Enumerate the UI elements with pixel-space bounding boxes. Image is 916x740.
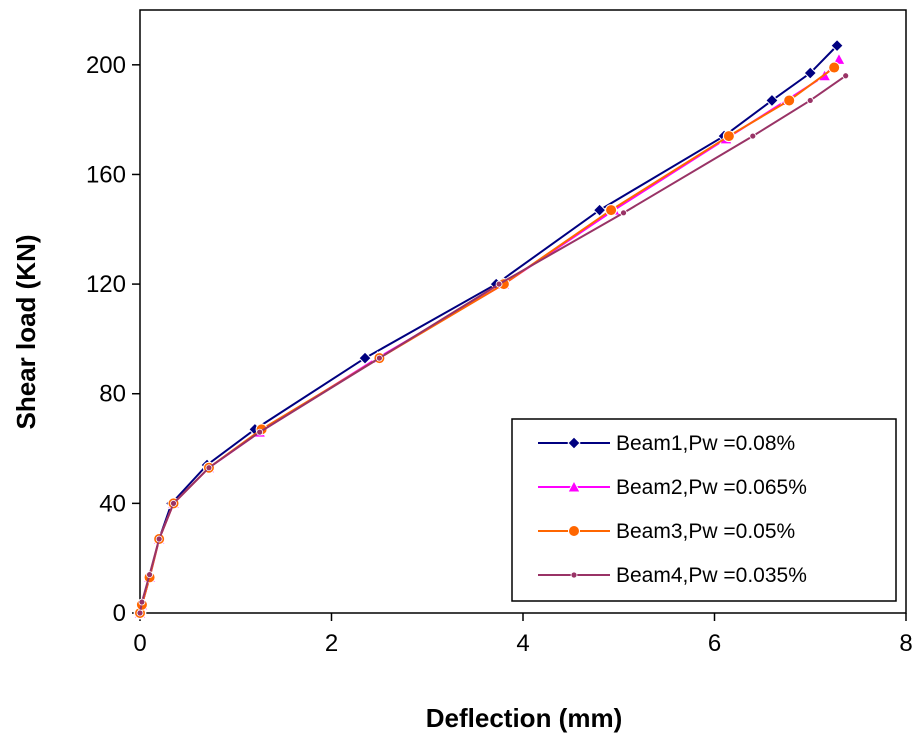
data-point bbox=[749, 132, 757, 140]
legend-marker bbox=[567, 479, 581, 493]
legend-label: Beam3,Pw =0.05% bbox=[616, 520, 795, 543]
x-axis: 0 2 4 6 8 bbox=[133, 613, 913, 657]
data-point bbox=[830, 38, 844, 53]
x-tick-label: 6 bbox=[708, 630, 721, 657]
x-tick-label: 2 bbox=[325, 630, 338, 657]
legend-marker bbox=[567, 436, 581, 450]
data-point bbox=[136, 609, 144, 617]
y-tick-label: 40 bbox=[99, 490, 126, 517]
data-point bbox=[806, 97, 814, 104]
data-point bbox=[605, 204, 618, 217]
y-axis-title: Shear load (KN) bbox=[11, 234, 41, 429]
data-point bbox=[205, 464, 213, 472]
data-point bbox=[722, 130, 735, 143]
series-4 bbox=[136, 72, 850, 617]
data-point bbox=[828, 61, 841, 74]
legend-marker bbox=[570, 571, 578, 579]
y-tick-label: 120 bbox=[86, 271, 126, 298]
data-point bbox=[592, 203, 607, 217]
y-tick-label: 200 bbox=[86, 52, 126, 79]
data-point bbox=[783, 94, 796, 107]
data-point bbox=[620, 209, 627, 217]
x-tick-label: 4 bbox=[516, 630, 529, 657]
y-tick-label: 0 bbox=[113, 600, 126, 627]
data-point bbox=[803, 66, 817, 80]
legend-marker bbox=[568, 525, 580, 537]
x-axis-title: Deflection (mm) bbox=[426, 703, 622, 733]
y-tick-label: 160 bbox=[86, 161, 126, 188]
y-tick-label: 80 bbox=[99, 381, 126, 408]
data-point bbox=[358, 351, 372, 365]
data-point bbox=[765, 93, 779, 108]
data-point bbox=[170, 499, 177, 507]
legend-label: Beam4,Pw =0.035% bbox=[616, 564, 807, 587]
legend: Beam1,Pw =0.08% Beam2,Pw =0.065% Beam3,Pw … bbox=[511, 418, 897, 602]
legend-label: Beam2,Pw =0.065% bbox=[616, 476, 807, 499]
legend-label: Beam1,Pw =0.08% bbox=[616, 432, 795, 455]
data-point bbox=[375, 354, 383, 362]
legend-box bbox=[511, 418, 897, 602]
x-tick-label: 0 bbox=[133, 630, 146, 657]
data-point bbox=[146, 571, 153, 579]
data-point bbox=[495, 280, 503, 288]
y-axis: 0 40 80 120 160 200 bbox=[86, 52, 140, 627]
data-point bbox=[842, 72, 850, 80]
x-tick-label: 8 bbox=[899, 630, 912, 657]
data-point bbox=[256, 428, 264, 436]
data-point bbox=[138, 598, 146, 606]
series-layer bbox=[133, 38, 850, 620]
data-point bbox=[155, 535, 163, 543]
